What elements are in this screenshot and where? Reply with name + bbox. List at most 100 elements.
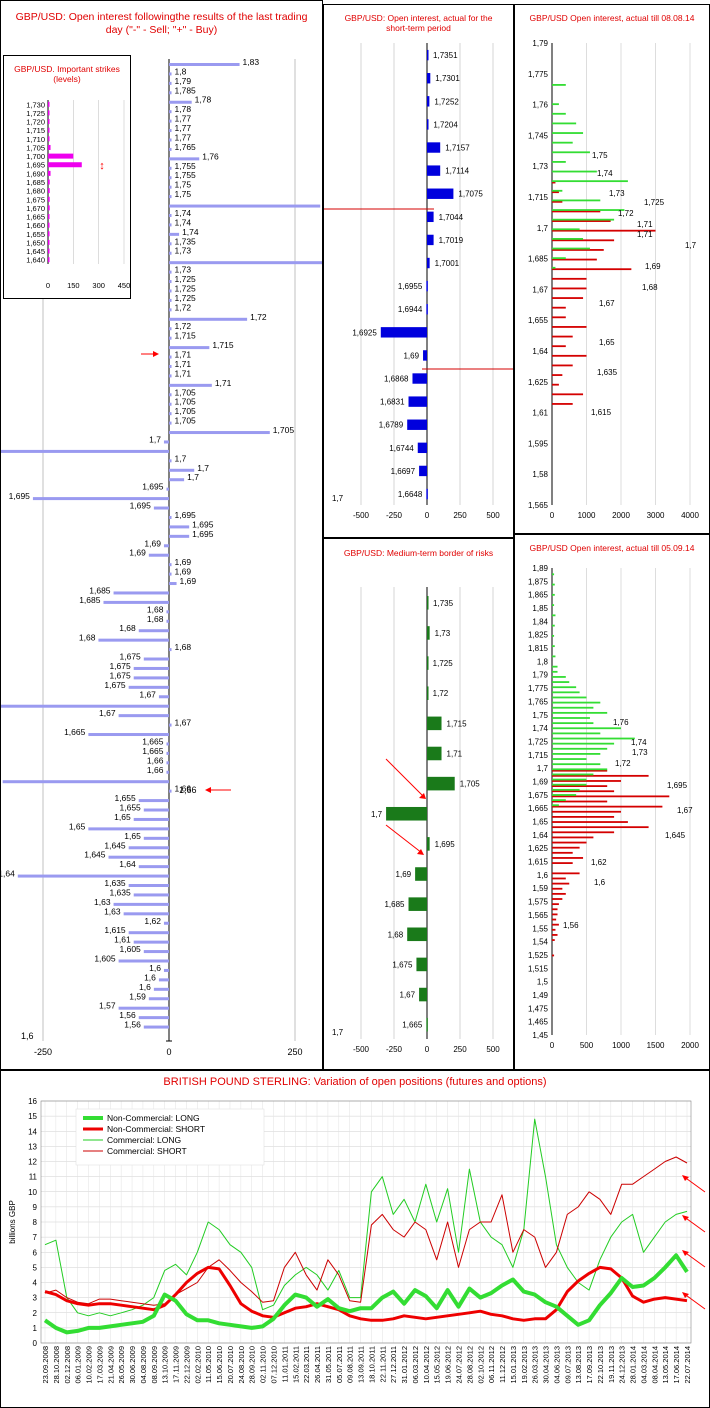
data-label: 1,725 [175, 293, 197, 303]
chart-title: GBP/USD: Medium-term border of risks [343, 548, 494, 558]
data-label: 1,755 [175, 161, 197, 171]
data-label: 1,73 [175, 265, 192, 275]
data-label: 1,665 [142, 746, 164, 756]
x-tick-label: 13.10.2009 [161, 1346, 170, 1384]
data-label: 1,615 [591, 408, 612, 417]
bar [48, 188, 50, 194]
y-tick-label: 1,725 [26, 109, 45, 118]
bar [169, 232, 180, 236]
bar [427, 165, 441, 176]
bar [169, 648, 172, 652]
bar [169, 723, 172, 727]
data-label: 1,68 [388, 930, 404, 939]
bar [48, 127, 50, 133]
y-tick-label: 1,7 [537, 224, 549, 233]
bar-long [552, 84, 566, 86]
data-label: 1,715 [447, 719, 468, 728]
inset-important-strikes: GBP/USD. Important strikes (levels) 0 150… [3, 55, 131, 299]
bar [118, 1006, 169, 1010]
data-label: 1,67 [99, 708, 116, 718]
bar-short [552, 790, 615, 793]
bar-short [552, 335, 573, 338]
y-tick-label: 1 [33, 1324, 38, 1333]
bar [138, 629, 169, 633]
bar-short [552, 326, 587, 328]
y-tick-label: 1,55 [532, 924, 548, 933]
bar [48, 162, 82, 168]
data-label: 1,65 [124, 831, 141, 841]
data-label: 1,72 [618, 209, 634, 218]
bar-short [552, 851, 573, 854]
x-tick-label: 27.12.2011 [389, 1346, 398, 1383]
y-tick-label: 1,695 [26, 161, 45, 170]
data-label: 1,68 [79, 633, 96, 643]
y-tick-label: 1,775 [528, 684, 549, 693]
bar-short [552, 954, 555, 957]
bar-short [552, 374, 563, 376]
data-label: 1,7044 [439, 213, 464, 222]
data-label: 1,785 [175, 85, 197, 95]
bar [169, 176, 172, 180]
bar-long [552, 768, 608, 771]
bar [133, 940, 169, 944]
data-label: 1,74 [597, 169, 613, 178]
x-tick-label: -500 [353, 1045, 370, 1054]
bar-short [552, 826, 649, 829]
data-label: 1,7019 [439, 236, 464, 245]
bar [169, 572, 172, 576]
bar-long [552, 706, 594, 709]
data-label: 1,665 [402, 1021, 423, 1030]
x-tick-label: 2000 [681, 1041, 699, 1050]
bar-short [552, 800, 608, 803]
x-tick-label: 17.09.2013 [585, 1346, 594, 1384]
x-tick-label: 18.10.2011 [367, 1346, 376, 1383]
y-tick-label: 1,515 [528, 964, 549, 973]
y-tick-label: 1,49 [532, 991, 548, 1000]
arrow-head [419, 793, 426, 799]
bar-short [552, 821, 628, 823]
data-label: 1,705 [460, 780, 481, 789]
panel-gbp-positions: BRITISH POUND STERLING: Variation of ope… [0, 1070, 710, 1408]
bar-long [552, 804, 559, 807]
bar-short [552, 268, 632, 271]
bar-long [552, 112, 566, 115]
bar-short [552, 887, 563, 890]
bar [169, 563, 172, 567]
bar [169, 336, 172, 340]
bar-long [552, 189, 563, 192]
bar [143, 950, 169, 954]
bar [169, 270, 172, 274]
bar [415, 867, 427, 881]
x-tick-label: 02.10.2012 [476, 1346, 485, 1384]
y-tick-label: 9 [33, 1203, 38, 1212]
bar-short [552, 903, 559, 906]
y-tick-label: 14 [28, 1127, 37, 1136]
y-tick-label: 1,73 [532, 162, 548, 171]
data-label: 1,675 [120, 652, 142, 662]
y-tick-label: 3 [33, 1294, 38, 1303]
data-label: 1,695 [435, 840, 456, 849]
y-tick-label: 1,675 [528, 791, 549, 800]
bar-long [552, 665, 558, 668]
bar [427, 142, 441, 153]
data-label: 1,79 [175, 76, 192, 86]
bar-long [552, 732, 601, 735]
bar [48, 110, 50, 116]
data-label: 1,65 [69, 821, 86, 831]
bar [427, 96, 430, 107]
y-tick-label: 1,79 [532, 671, 548, 680]
y-tick-label: 0 [33, 1339, 38, 1348]
x-tick-label: 0 [166, 1047, 171, 1057]
data-label: 1,645 [665, 831, 686, 840]
y-tick-label: 1,575 [528, 898, 549, 907]
bar-short [552, 934, 558, 936]
y-tick-label: 1,7 [537, 764, 549, 773]
data-label: 1,645 [84, 850, 106, 860]
data-label: 1,76 [202, 151, 219, 161]
data-label: 1,78 [175, 104, 192, 114]
data-label: 1,73 [632, 748, 648, 757]
y-tick-label: 1,525 [528, 951, 549, 960]
data-label: 1,83 [243, 57, 260, 67]
bar [169, 72, 172, 76]
y-tick-label: 1,720 [26, 118, 45, 127]
